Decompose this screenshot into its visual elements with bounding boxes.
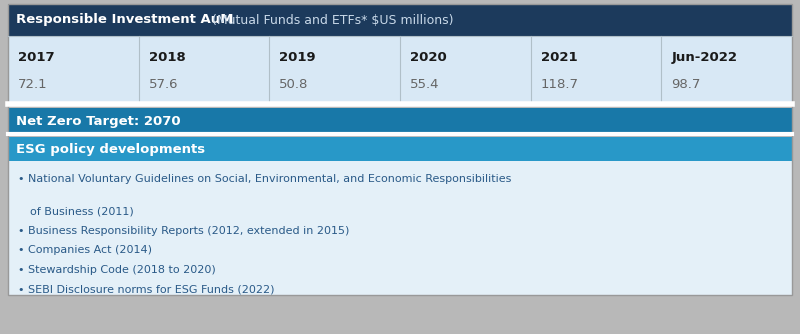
Text: 2017: 2017 xyxy=(18,51,54,64)
Text: Net Zero Target: 2070: Net Zero Target: 2070 xyxy=(16,115,181,128)
Text: 2019: 2019 xyxy=(279,51,316,64)
Text: 98.7: 98.7 xyxy=(671,78,701,92)
Text: 57.6: 57.6 xyxy=(149,78,178,92)
Text: 50.8: 50.8 xyxy=(279,78,309,92)
Text: • Companies Act (2014): • Companies Act (2014) xyxy=(18,245,152,255)
Text: of Business (2011): of Business (2011) xyxy=(30,206,134,216)
Text: 55.4: 55.4 xyxy=(410,78,439,92)
Text: Responsible Investment AuM: Responsible Investment AuM xyxy=(16,13,234,26)
Text: 2020: 2020 xyxy=(410,51,446,64)
Bar xyxy=(0,297,800,334)
Text: 2018: 2018 xyxy=(149,51,186,64)
Text: • Stewardship Code (2018 to 2020): • Stewardship Code (2018 to 2020) xyxy=(18,265,216,275)
Text: (Mutual Funds and ETFs* $US millions): (Mutual Funds and ETFs* $US millions) xyxy=(208,13,454,26)
Bar xyxy=(8,108,792,134)
Text: • National Voluntary Guidelines on Social, Environmental, and Economic Responsib: • National Voluntary Guidelines on Socia… xyxy=(18,174,511,184)
Text: 2021: 2021 xyxy=(541,51,578,64)
Text: Jun-2022: Jun-2022 xyxy=(671,51,738,64)
Text: • SEBI Disclosure norms for ESG Funds (2022): • SEBI Disclosure norms for ESG Funds (2… xyxy=(18,284,274,294)
Bar xyxy=(8,137,792,161)
Text: 72.1: 72.1 xyxy=(18,78,48,92)
Bar xyxy=(8,4,792,36)
Bar xyxy=(8,161,792,295)
Bar xyxy=(8,4,792,295)
Bar xyxy=(8,36,792,104)
Text: • Business Responsibility Reports (2012, extended in 2015): • Business Responsibility Reports (2012,… xyxy=(18,226,350,236)
Text: ESG policy developments: ESG policy developments xyxy=(16,143,205,156)
Text: 118.7: 118.7 xyxy=(541,78,578,92)
